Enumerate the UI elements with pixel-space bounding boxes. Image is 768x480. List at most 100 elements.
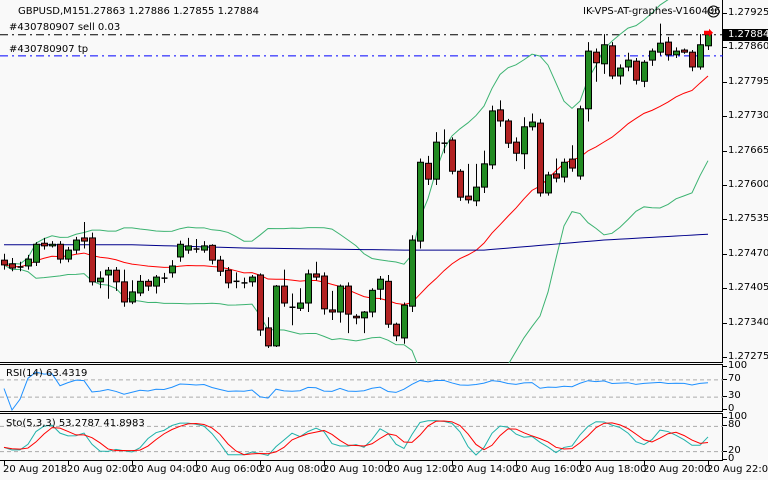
candle [361, 310, 368, 334]
candle-body [321, 275, 328, 310]
candle-body [281, 285, 288, 304]
axis-tick-mark [723, 459, 727, 460]
candle [481, 150, 488, 193]
candle [593, 48, 600, 82]
price-tick-label: 1.27860 [728, 41, 768, 53]
time-tick-label: 20 Aug 16:00 [515, 464, 583, 475]
candle [193, 238, 200, 253]
candle [113, 267, 120, 291]
candle-body [681, 49, 688, 53]
rsi-scale-label: 0 [728, 403, 735, 414]
time-tick-mark [4, 461, 5, 465]
candle-body [617, 67, 624, 77]
candle [41, 237, 48, 250]
candle-body [641, 61, 648, 82]
candle-body [577, 108, 584, 177]
candle [313, 261, 320, 281]
stochastic-label: Sto(5,3,3) 53.2787 41.8983 [6, 418, 145, 429]
time-tick-label: 20 Aug 14:00 [451, 464, 519, 475]
rsi-scale-label: 30 [728, 390, 741, 402]
chart-symbol-timeframe: GBPUSD,M15 [18, 6, 85, 17]
candle-body [209, 244, 216, 261]
candle-body [393, 323, 400, 337]
sell-order-label: #430780907 sell 0.03 [9, 22, 121, 33]
candle [217, 255, 224, 277]
candle-body [537, 122, 544, 194]
candle-body [425, 162, 432, 180]
stochastic-scale-label: 100 [728, 411, 748, 422]
axis-tick-mark [723, 409, 727, 410]
smiley-icon[interactable] [707, 5, 720, 18]
price-tick-label: 1.27600 [728, 179, 768, 190]
candle [585, 42, 592, 122]
candle-body [65, 249, 72, 260]
candle [705, 33, 712, 51]
candle [249, 274, 256, 287]
candle [65, 246, 72, 263]
candle [145, 279, 152, 291]
candle [233, 272, 240, 289]
candle-body [57, 243, 64, 260]
tp-order-label: #430780907 tp [9, 44, 89, 55]
candle [561, 158, 568, 183]
candle-body [585, 50, 592, 110]
candle-body [337, 285, 344, 313]
candle-body [313, 273, 320, 278]
price-axis[interactable]: 1.27925 1.27860 1.27795 1.27730 1.27665 1.276… [723, 0, 768, 480]
time-tick-label: 20 Aug 12:00 [387, 464, 455, 475]
candle-body [433, 141, 440, 180]
sell-arrow-icon [704, 28, 713, 37]
candle [169, 260, 176, 278]
main-chart-panel[interactable]: GBPUSD,M15 1.27863 1.27886 1.27855 1.278… [0, 0, 723, 363]
time-tick-mark [644, 461, 645, 465]
time-axis[interactable]: 20 Aug 2018 20 Aug 02:00 20 Aug 04:00 20 Au… [0, 461, 768, 480]
price-tick-label: 1.27470 [728, 247, 768, 259]
candle [617, 64, 624, 85]
candle [657, 23, 664, 56]
price-tick-label: 1.27340 [728, 316, 768, 328]
candle-body [529, 121, 536, 128]
candle-body [569, 158, 576, 169]
candle [401, 302, 408, 344]
candle [497, 100, 504, 127]
candle [281, 269, 288, 307]
candle [177, 240, 184, 262]
candle [9, 258, 16, 272]
candle [257, 273, 264, 336]
candle-body [553, 173, 560, 179]
candle [265, 317, 272, 349]
candle-body [497, 109, 504, 122]
bollinger-upper-line [3, 0, 669, 266]
axis-tick-mark [723, 378, 727, 380]
time-tick-mark [388, 461, 389, 465]
candle [473, 163, 480, 207]
candle [201, 241, 208, 253]
candle [273, 285, 280, 347]
time-tick-label: 20 Aug 04:00 [131, 464, 199, 475]
rsi-panel[interactable]: RSI(14) 63.4319 [0, 364, 723, 412]
candle [465, 163, 472, 204]
rsi-scale-label: 100 [728, 360, 748, 371]
candle-body [649, 50, 656, 61]
candle-body [225, 269, 232, 284]
current-price-label: 1.27884 [723, 28, 768, 41]
candle-body [513, 141, 520, 154]
candle [305, 269, 312, 313]
candle [569, 145, 576, 172]
axis-tick-mark [723, 396, 727, 398]
candle [129, 280, 136, 305]
candle [321, 272, 328, 315]
candle-body [145, 280, 152, 287]
candle-body [257, 274, 264, 331]
time-tick-mark [580, 461, 581, 465]
candle [697, 34, 704, 70]
time-tick-label: 20 Aug 2018 [3, 464, 68, 475]
candle-body [129, 291, 136, 303]
candle-body [697, 44, 704, 68]
time-tick-label: 20 Aug 10:00 [323, 464, 391, 475]
price-tick-label: 1.27795 [728, 75, 768, 87]
stochastic-panel[interactable]: Sto(5,3,3) 53.2787 41.8983 [0, 413, 723, 461]
time-tick-label: 20 Aug 22:00 [707, 464, 768, 475]
price-tick-label: 1.27275 [728, 351, 768, 362]
candle [409, 235, 416, 313]
